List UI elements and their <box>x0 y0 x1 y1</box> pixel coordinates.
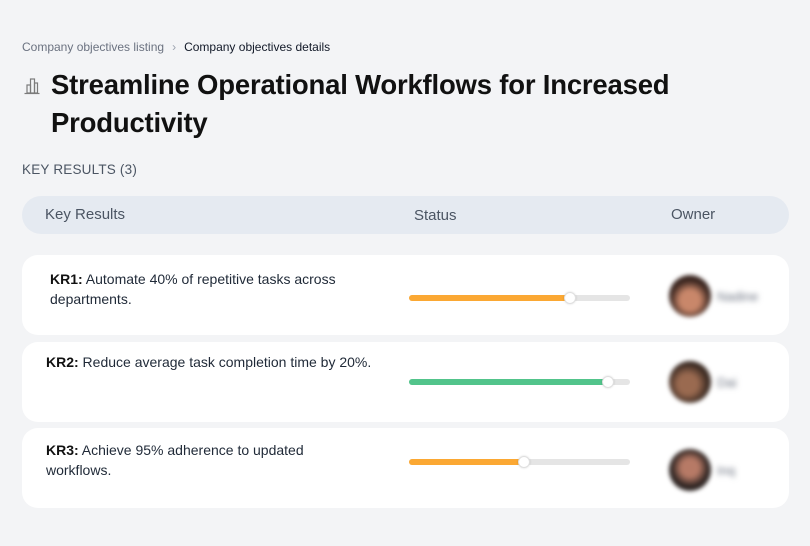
page-title: Streamline Operational Workflows for Inc… <box>51 69 670 138</box>
progress-knob[interactable] <box>601 376 614 388</box>
key-result-code: KR3: <box>46 442 79 458</box>
page-header: Streamline Operational Workflows for Inc… <box>22 66 731 142</box>
key-result-text: KR2: Reduce average task completion time… <box>46 354 372 370</box>
progress-knob[interactable] <box>517 456 530 468</box>
owner-name: Dai <box>717 374 737 390</box>
table-row[interactable]: KR2: Reduce average task completion time… <box>22 342 789 422</box>
owner-name: Inq <box>717 462 736 478</box>
progress-fill <box>409 295 571 301</box>
owner[interactable]: Dai <box>669 361 737 403</box>
column-header-key-results: Key Results <box>45 206 126 223</box>
breadcrumb: Company objectives listing › Company obj… <box>22 40 330 54</box>
avatar <box>669 275 711 317</box>
progress-bar[interactable] <box>409 376 630 388</box>
chevron-right-icon: › <box>172 40 177 54</box>
breadcrumb-current: Company objectives details <box>184 40 331 54</box>
owner[interactable]: Nadine <box>669 275 758 317</box>
table-header: Key Results Status Owner <box>22 196 789 234</box>
table-row[interactable]: KR1: Automate 40% of repetitive tasks ac… <box>22 255 789 335</box>
section-label: KEY RESULTS (3) <box>22 162 138 177</box>
progress-fill <box>409 459 524 465</box>
key-result-text: KR3: Achieve 95% adherence to updated wo… <box>46 442 304 478</box>
breadcrumb-link-listing[interactable]: Company objectives listing <box>22 40 165 54</box>
key-result-text: KR1: Automate 40% of repetitive tasks ac… <box>50 271 336 307</box>
progress-knob[interactable] <box>564 292 577 304</box>
progress-bar[interactable] <box>409 456 630 468</box>
key-result-code: KR2: <box>46 354 79 370</box>
avatar <box>669 361 711 403</box>
table-row[interactable]: KR3: Achieve 95% adherence to updated wo… <box>22 428 789 508</box>
column-header-owner: Owner <box>671 206 716 223</box>
column-header-status: Status <box>414 207 457 224</box>
progress-bar[interactable] <box>409 292 630 304</box>
key-result-code: KR1: <box>50 271 83 287</box>
buildings-icon <box>24 78 40 95</box>
progress-fill <box>409 379 608 385</box>
owner-name: Nadine <box>717 288 759 304</box>
owner[interactable]: Inq <box>669 449 735 491</box>
avatar <box>669 449 711 491</box>
